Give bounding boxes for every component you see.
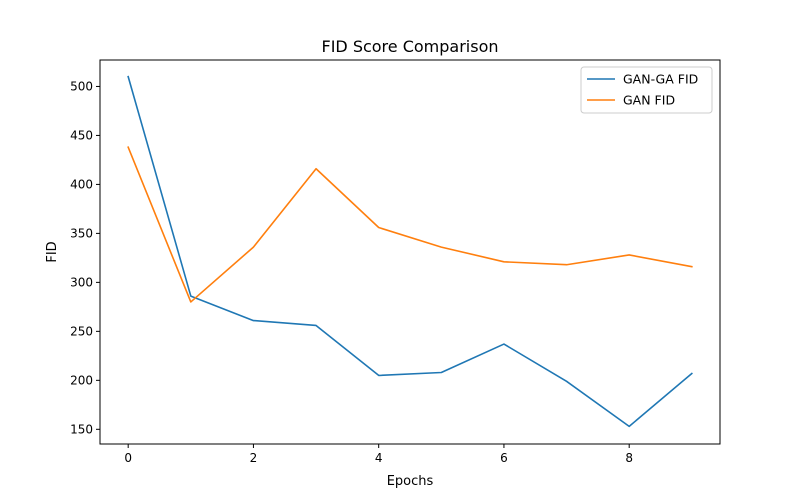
plot-frame xyxy=(99,59,721,445)
y-tick-label: 450 xyxy=(70,128,93,142)
chart-title: FID Score Comparison xyxy=(321,37,498,56)
y-tick-label: 500 xyxy=(70,79,93,93)
y-tick-label: 300 xyxy=(70,275,93,289)
y-tick-label: 400 xyxy=(70,177,93,191)
y-tick-label: 200 xyxy=(70,373,93,387)
x-tick-label: 0 xyxy=(124,451,132,465)
legend-entry: GAN-GA FID xyxy=(623,72,698,87)
x-tick-label: 6 xyxy=(500,451,508,465)
legend: GAN-GA FID GAN FID xyxy=(580,66,713,114)
plot-area xyxy=(127,75,693,428)
y-tick-label: 350 xyxy=(70,226,93,240)
axes: 0 2 4 6 8 150 200 250 300 350 400 450 500 xyxy=(70,79,633,465)
legend-entry: GAN FID xyxy=(623,93,675,108)
x-tick-label: 8 xyxy=(625,451,633,465)
y-tick-label: 250 xyxy=(70,324,93,338)
x-tick-label: 4 xyxy=(375,451,383,465)
series-line-gan-fid xyxy=(127,146,693,303)
y-tick-label: 150 xyxy=(70,422,93,436)
y-axis-label: FID xyxy=(45,241,60,262)
x-tick-label: 2 xyxy=(250,451,258,465)
series-line-gan-ga-fid xyxy=(127,75,693,428)
x-axis-label: Epochs xyxy=(387,474,434,489)
